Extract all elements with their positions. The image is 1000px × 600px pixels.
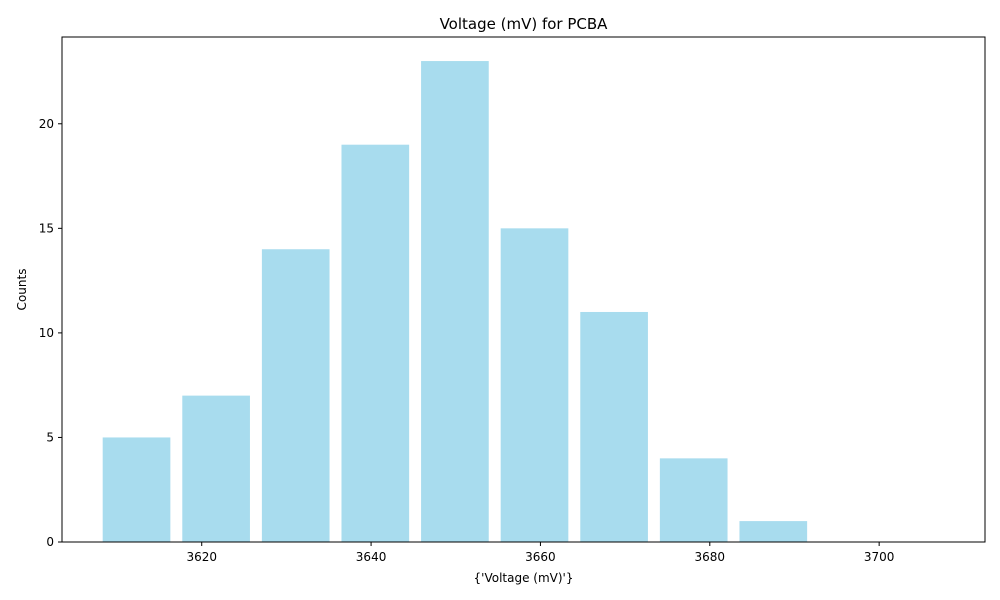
chart-title: Voltage (mV) for PCBA bbox=[440, 15, 609, 33]
x-tick-label-3: 3680 bbox=[695, 550, 726, 564]
bar-3 bbox=[341, 144, 410, 542]
y-tick-label-1: 5 bbox=[46, 430, 54, 444]
x-tick-label-0: 3620 bbox=[186, 550, 217, 564]
y-tick-label-0: 0 bbox=[46, 535, 54, 549]
y-tick-label-2: 10 bbox=[39, 326, 54, 340]
y-axis: 0 5 10 15 20 bbox=[39, 117, 62, 549]
y-tick-label-4: 20 bbox=[39, 117, 54, 131]
x-tick-label-2: 3660 bbox=[525, 550, 556, 564]
x-tick-label-4: 3700 bbox=[864, 550, 895, 564]
bar-1 bbox=[182, 395, 250, 542]
y-tick-label-3: 15 bbox=[39, 221, 54, 235]
bar-6 bbox=[580, 311, 648, 542]
y-axis-title: Counts bbox=[15, 269, 29, 311]
bar-0 bbox=[102, 437, 171, 542]
plot-frame bbox=[61, 36, 986, 543]
bar-2 bbox=[261, 249, 330, 542]
bar-5 bbox=[500, 228, 569, 543]
x-tick-label-1: 3640 bbox=[356, 550, 387, 564]
x-axis-title: {'Voltage (mV)'} bbox=[474, 571, 574, 585]
bar-7 bbox=[659, 458, 728, 542]
bars-group bbox=[102, 61, 808, 543]
bar-8 bbox=[739, 521, 808, 542]
bar-4 bbox=[421, 61, 489, 543]
x-axis: 3620 3640 3660 3680 3700 bbox=[186, 542, 894, 564]
